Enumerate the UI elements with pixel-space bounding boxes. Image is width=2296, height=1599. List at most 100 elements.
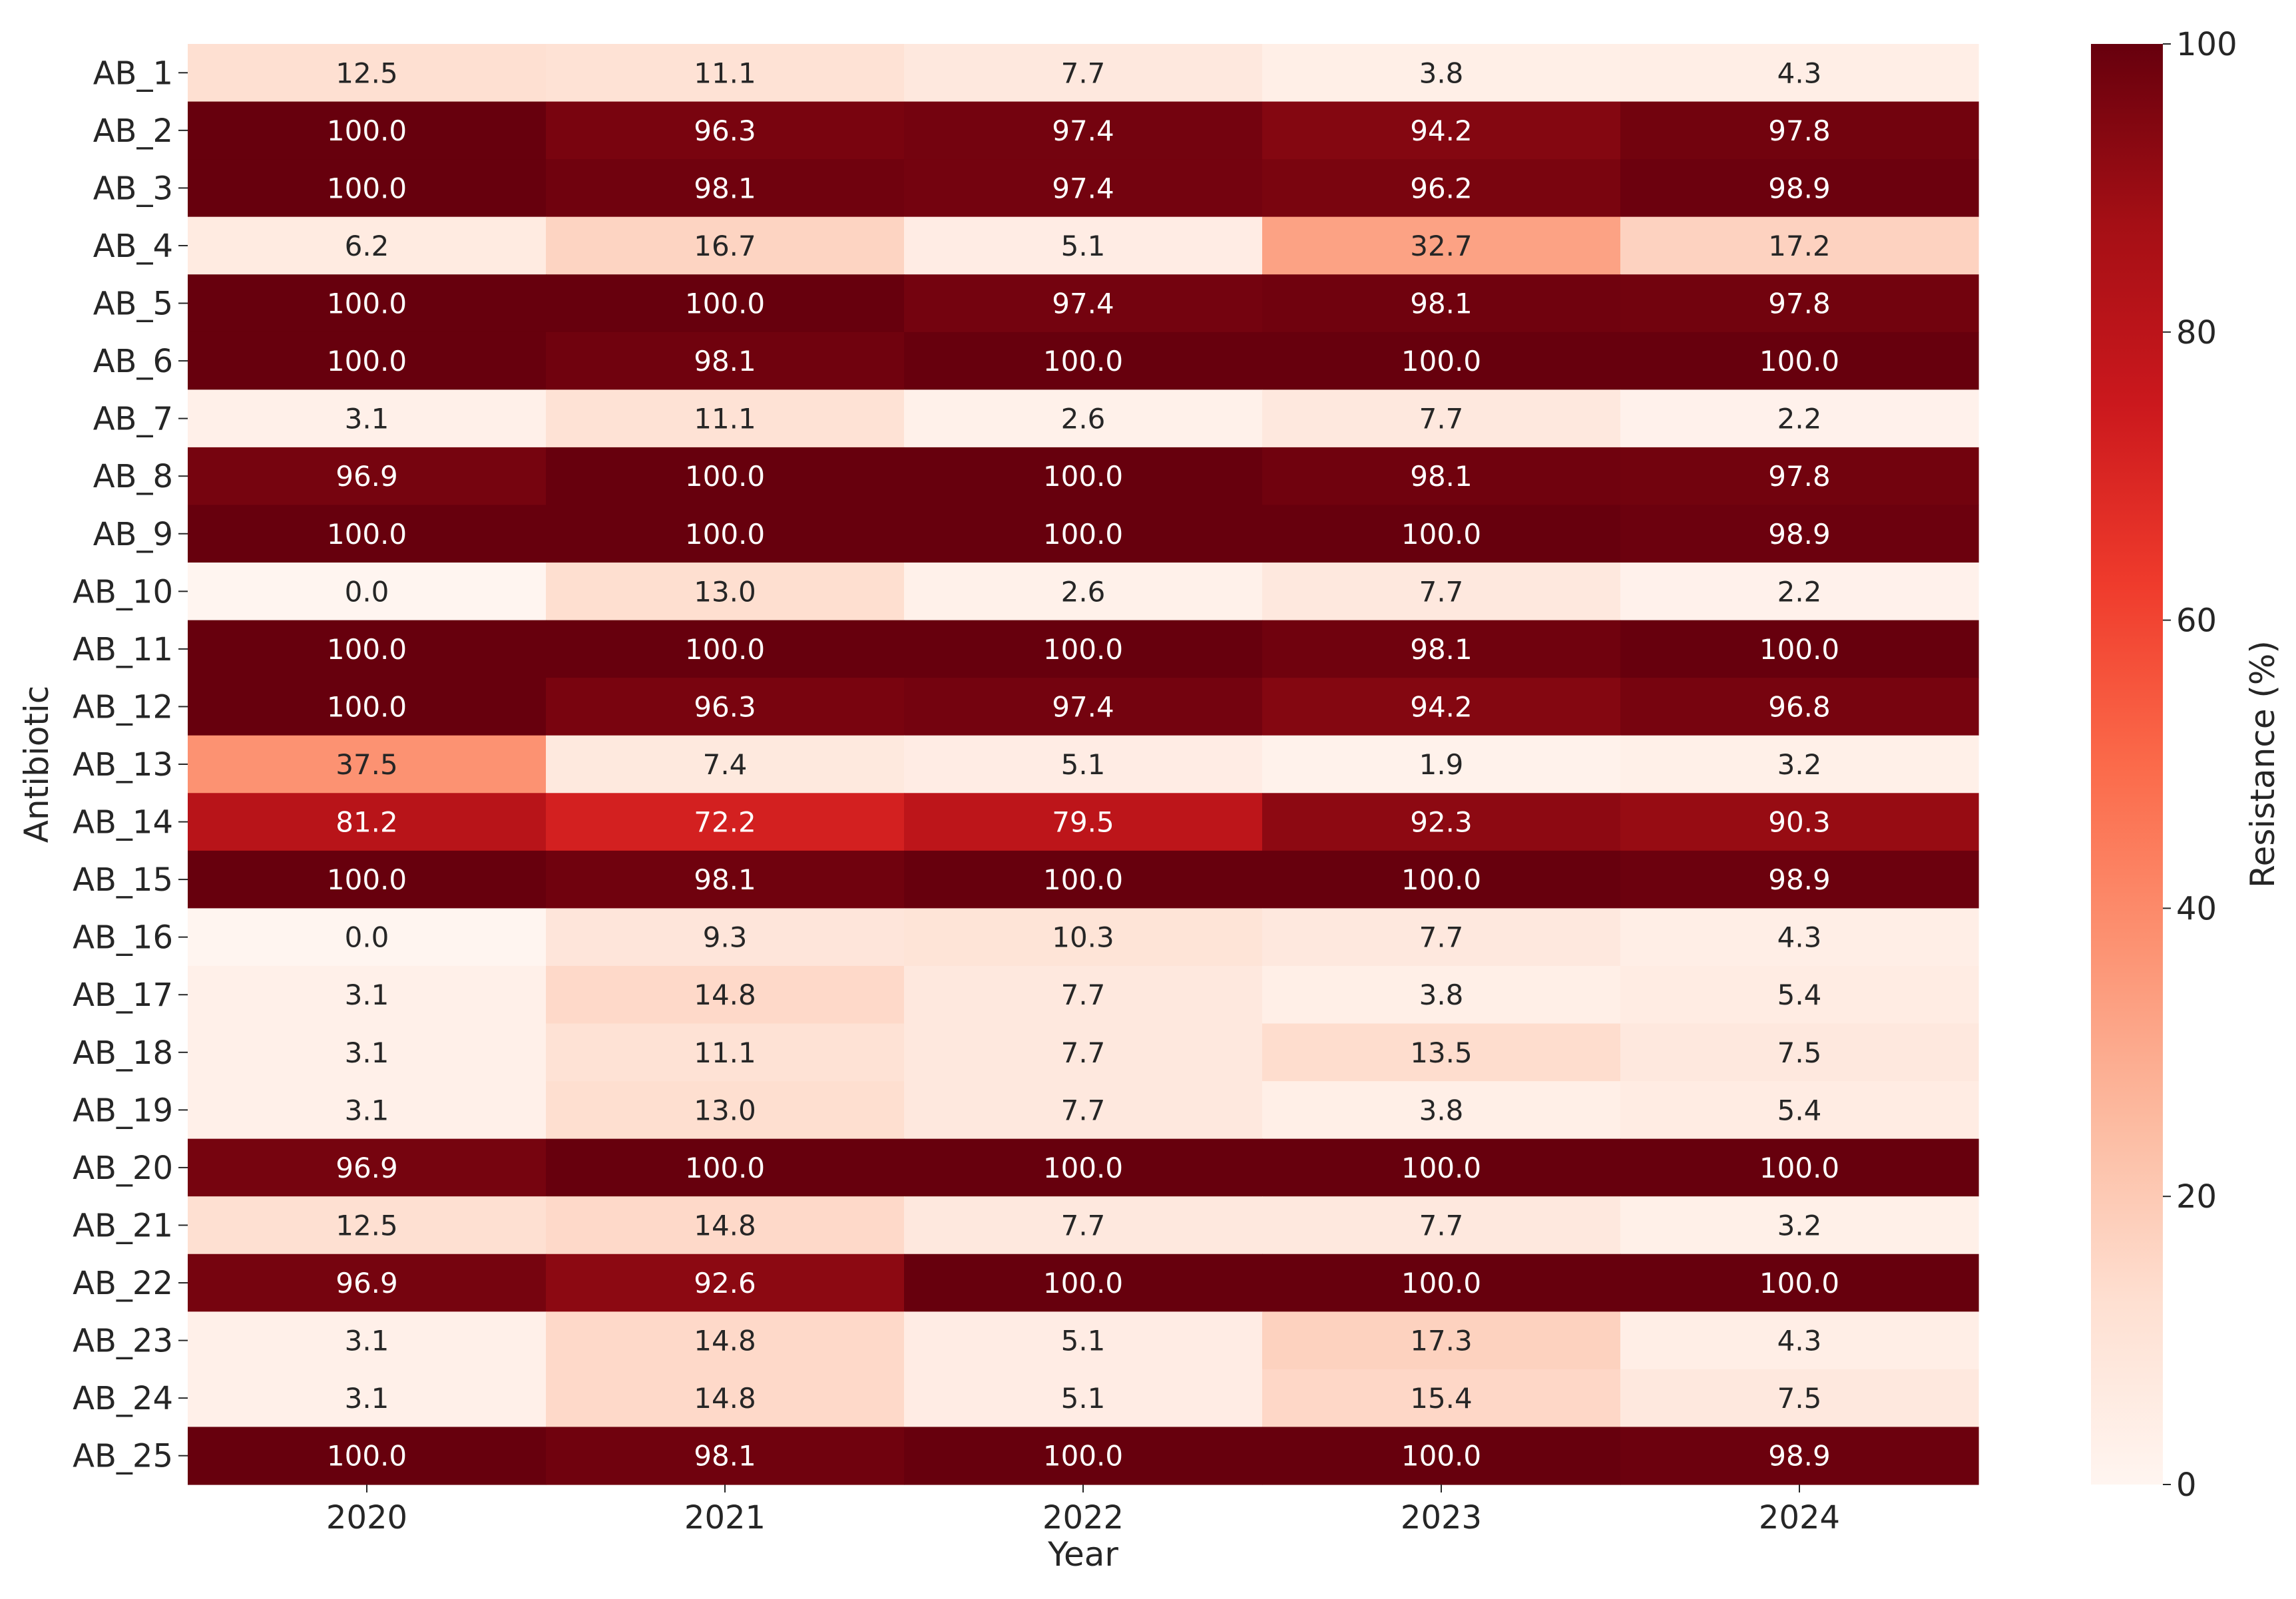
cell-value-label: 7.7 (1061, 1209, 1106, 1242)
cell-value-label: 3.8 (1419, 57, 1464, 89)
heatmap-cell (1620, 678, 1979, 736)
heatmap-cell (188, 678, 547, 736)
heatmap-cell (1620, 389, 1979, 448)
cell-value-label: 98.9 (1768, 172, 1831, 204)
cell-value-label: 98.1 (1410, 288, 1473, 320)
heatmap-cell (188, 735, 547, 794)
cell-value-label: 3.1 (345, 1382, 389, 1415)
cell-value-label: 98.1 (1410, 633, 1473, 666)
cell-value-label: 7.5 (1777, 1036, 1822, 1069)
cell-value-label: 100.0 (327, 518, 407, 551)
heatmap-cell (1620, 101, 1979, 160)
heatmap-cell (188, 850, 547, 909)
y-tick-label: AB_25 (73, 1438, 173, 1475)
y-tick-label: AB_6 (93, 343, 173, 380)
y-axis: AB_1 AB_2 AB_3 AB_4 AB_5 AB_6 AB_7 AB_8 AB_9 AB_1… (73, 55, 188, 1475)
heatmap-cell (904, 563, 1263, 621)
cell-value-label: 7.7 (1419, 921, 1464, 954)
heatmap-cell (1620, 563, 1979, 621)
heatmap-cell (1262, 216, 1621, 275)
heatmap-cell (904, 216, 1263, 275)
y-tick-label: AB_16 (73, 919, 173, 957)
heatmap-cell (188, 1311, 547, 1370)
cell-value-label: 100.0 (1401, 345, 1481, 377)
cell-value-label: 5.1 (1061, 230, 1106, 262)
heatmap-cell (1262, 1311, 1621, 1370)
heatmap-cell (1262, 1369, 1621, 1428)
cell-value-label: 0.0 (345, 921, 389, 954)
cell-value-label: 100.0 (1043, 1267, 1123, 1299)
heatmap-cell (546, 1138, 905, 1197)
heatmap-cell (1620, 908, 1979, 967)
heatmap-cell (188, 1081, 547, 1140)
cell-value-label: 0.0 (345, 575, 389, 608)
cell-value-label: 3.1 (345, 1036, 389, 1069)
cell-value-label: 90.3 (1768, 806, 1831, 839)
cell-value-label: 97.4 (1052, 172, 1114, 204)
heatmap-cell (1262, 159, 1621, 218)
heatmap-cell (188, 159, 547, 218)
heatmap-cell (188, 1138, 547, 1197)
heatmap-cell (1262, 1254, 1621, 1312)
heatmap-cell (1620, 1369, 1979, 1428)
cell-value-label: 17.3 (1410, 1325, 1473, 1357)
cell-value-label: 98.1 (694, 1440, 756, 1473)
colorbar-gradient (2091, 44, 2163, 1485)
heatmap-cell (546, 447, 905, 506)
heatmap-cell (1262, 1427, 1621, 1485)
cell-value-label: 5.4 (1777, 1094, 1822, 1126)
heatmap-cell (546, 159, 905, 218)
heatmap-cell (904, 678, 1263, 736)
heatmap-cell (1262, 389, 1621, 448)
heatmap-cell (546, 620, 905, 678)
cell-value-label: 100.0 (1043, 863, 1123, 896)
heatmap-cell (1620, 735, 1979, 794)
y-tick-label: AB_5 (93, 286, 173, 323)
colorbar-ticks: 0 20 40 60 80 100 (2163, 26, 2237, 1504)
y-tick-label: AB_13 (73, 746, 173, 784)
cell-value-label: 100.0 (327, 114, 407, 147)
heatmap-cell (1262, 1023, 1621, 1082)
y-tick-label: AB_7 (93, 401, 173, 438)
y-tick-label: AB_19 (73, 1092, 173, 1129)
heatmap-cell (1262, 563, 1621, 621)
heatmap-cell (188, 389, 547, 448)
cell-value-label: 98.9 (1768, 1440, 1831, 1473)
heatmap-cell (904, 850, 1263, 909)
heatmap-cell (904, 159, 1263, 218)
cell-value-label: 100.0 (685, 633, 765, 666)
cell-value-label: 96.8 (1768, 690, 1831, 723)
heatmap-cell (188, 620, 547, 678)
heatmap-cell (904, 620, 1263, 678)
cell-value-label: 7.7 (1419, 575, 1464, 608)
cell-value-label: 100.0 (1401, 863, 1481, 896)
heatmap-cell (546, 389, 905, 448)
cell-value-label: 16.7 (694, 230, 756, 262)
cell-value-label: 7.7 (1061, 979, 1106, 1011)
y-tick-label: AB_4 (93, 228, 173, 265)
cell-value-label: 94.2 (1410, 690, 1473, 723)
cell-value-label: 5.1 (1061, 1382, 1106, 1415)
heatmap-cell (1620, 1311, 1979, 1370)
cell-value-label: 100.0 (327, 863, 407, 896)
cell-value-label: 100.0 (327, 1440, 407, 1473)
heatmap-cell (1620, 1081, 1979, 1140)
cell-value-label: 3.2 (1777, 1209, 1822, 1242)
cell-value-label: 5.1 (1061, 748, 1106, 781)
heatmap-cell (546, 44, 905, 103)
colorbar-tick-label: 40 (2176, 890, 2217, 927)
heatmap-cell (1620, 505, 1979, 563)
x-tick-label: 2022 (1042, 1499, 1124, 1536)
cell-value-label: 96.3 (694, 690, 756, 723)
cell-value-label: 12.5 (336, 57, 398, 89)
heatmap-cell (904, 1427, 1263, 1485)
heatmap-cell (1620, 1427, 1979, 1485)
heatmap-cell (546, 735, 905, 794)
cell-value-label: 100.0 (327, 288, 407, 320)
heatmap-cell (1620, 850, 1979, 909)
cell-value-label: 100.0 (1759, 1267, 1839, 1299)
cell-value-label: 97.8 (1768, 288, 1831, 320)
heatmap-cell (546, 1254, 905, 1312)
cell-value-label: 100.0 (327, 345, 407, 377)
cell-value-label: 4.3 (1777, 1325, 1822, 1357)
